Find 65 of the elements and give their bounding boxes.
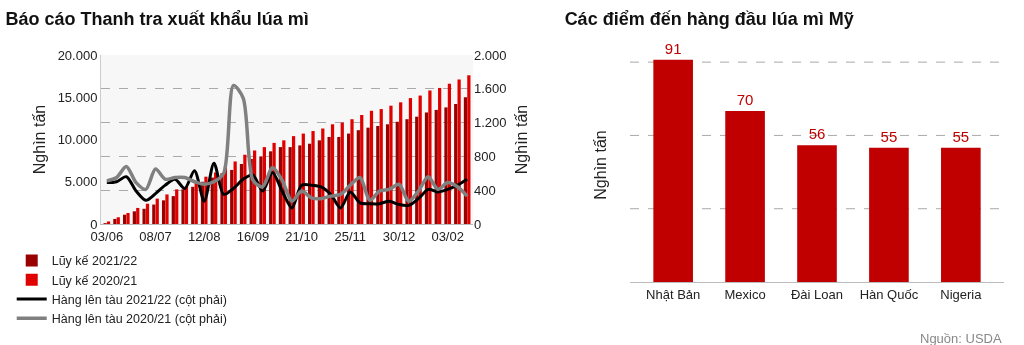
x-tick-label: Hàn Quốc bbox=[859, 286, 919, 302]
bar bbox=[152, 204, 156, 224]
data-label: 55 bbox=[880, 127, 898, 145]
y2-tick-label: 1.200 bbox=[474, 115, 507, 131]
bar bbox=[444, 107, 448, 224]
y2-tick-label: 1.600 bbox=[474, 81, 507, 97]
x-tick-label: 21/10 bbox=[285, 228, 318, 244]
text: Nguồn: USDA bbox=[920, 331, 1002, 345]
data-label: 55 bbox=[952, 127, 970, 145]
line-series bbox=[105, 83, 469, 203]
y-tick-label: 15.000 bbox=[57, 89, 98, 105]
bar bbox=[869, 147, 909, 282]
bar bbox=[467, 75, 471, 224]
legend-label: Lũy kế 2021/22 bbox=[51, 254, 138, 269]
legend-label: Hàng lên tàu 2020/21 (cột phải) bbox=[51, 312, 227, 327]
y2-tick-label: 0 bbox=[474, 216, 482, 232]
y2-tick-label: 800 bbox=[474, 148, 496, 164]
x-tick-label: Đài Loan bbox=[790, 286, 844, 302]
data-label: 91 bbox=[664, 39, 682, 57]
x-tick-label: 12/08 bbox=[187, 228, 221, 244]
bar bbox=[311, 131, 315, 224]
x-tick-label: 08/07 bbox=[139, 228, 172, 244]
line-series bbox=[105, 161, 469, 210]
bar bbox=[941, 147, 981, 282]
x-tick-label: Mexico bbox=[724, 286, 766, 302]
bar bbox=[243, 154, 247, 224]
y2-axis-title: Nghìn tấn bbox=[513, 104, 531, 175]
bar bbox=[145, 203, 150, 224]
bar bbox=[175, 189, 179, 224]
x-tick-label: 16/09 bbox=[236, 228, 270, 244]
bar bbox=[165, 194, 169, 224]
bar bbox=[389, 105, 393, 224]
data-label: 70 bbox=[736, 91, 754, 108]
bar bbox=[259, 156, 263, 224]
bar bbox=[350, 119, 354, 224]
bar bbox=[142, 208, 146, 224]
bar bbox=[428, 90, 432, 224]
y-axis-title: Nghìn tấn bbox=[591, 130, 609, 200]
bar bbox=[161, 200, 166, 224]
bar bbox=[653, 59, 693, 282]
bar bbox=[797, 145, 837, 282]
y2-tick-label: 2.000 bbox=[474, 47, 507, 63]
bar bbox=[725, 111, 765, 282]
x-tick-label: Nhật Bản bbox=[646, 286, 701, 302]
y-tick-label: 5.000 bbox=[64, 174, 98, 190]
y-tick-label: 10.000 bbox=[57, 132, 98, 148]
legend-label: Hàng lên tàu 2021/22 (cột phải) bbox=[51, 292, 227, 307]
bar bbox=[191, 186, 195, 224]
bar bbox=[181, 189, 185, 224]
chart-title: Báo cáo Thanh tra xuất khẩu lúa mì bbox=[5, 8, 309, 29]
bar bbox=[155, 198, 159, 224]
x-tick-label: 03/02 bbox=[431, 228, 464, 244]
y-axis-title: Nghìn tấn bbox=[30, 104, 48, 175]
bar bbox=[106, 221, 111, 224]
y2-tick-label: 400 bbox=[474, 182, 496, 198]
chart-title: Các điểm đến hàng đầu lúa mì Mỹ bbox=[564, 8, 854, 29]
bar bbox=[136, 207, 140, 224]
bar bbox=[171, 196, 175, 224]
x-tick-label: 30/12 bbox=[382, 228, 416, 244]
legend-label: Lũy kế 2020/21 bbox=[51, 273, 138, 288]
bar bbox=[132, 211, 136, 224]
x-tick-label: 25/11 bbox=[334, 228, 367, 244]
data-label: 56 bbox=[808, 125, 826, 143]
y-tick-label: 20.000 bbox=[57, 47, 98, 63]
x-tick-label: Nigeria bbox=[940, 286, 983, 302]
